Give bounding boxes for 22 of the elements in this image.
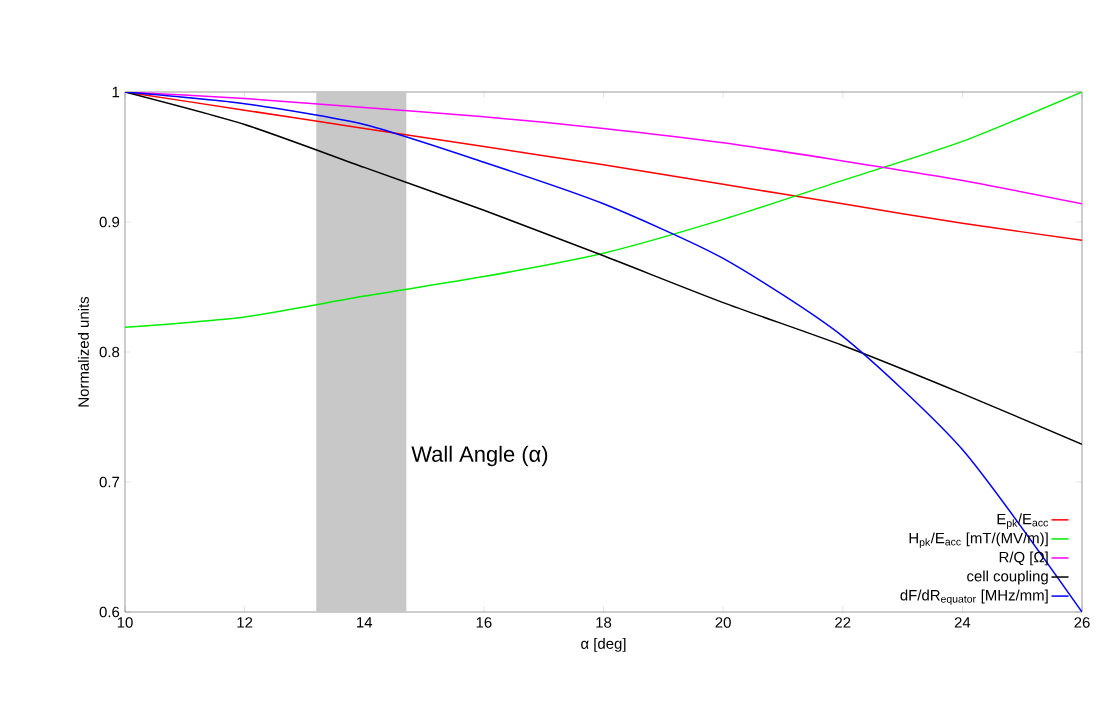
x-tick-label: 14 (357, 617, 373, 628)
y-tick-label: 0.6 (99, 606, 120, 618)
x-tick-label: 10 (117, 617, 133, 628)
line-series (125, 92, 1083, 612)
y-tick-label: 0.9 (99, 216, 120, 228)
x-tick-label: 24 (954, 617, 971, 628)
y-axis-title: Normalized units (77, 296, 89, 407)
x-axis-title: α [deg] (581, 637, 626, 652)
y-tick-label: 1 (112, 86, 120, 98)
line-series (125, 92, 1083, 329)
x-tick-label: 12 (237, 617, 253, 628)
x-tick-label: 18 (596, 617, 612, 628)
y-tick-label: 0.7 (99, 476, 120, 488)
legend-label: E$_{pk}$/E$_{acc}$ (997, 513, 1048, 529)
band-label: Wall Angle (α) (411, 445, 548, 467)
x-tick-label: 16 (476, 617, 492, 628)
x-tick-label: 26 (1074, 617, 1090, 628)
x-tick-label: 22 (835, 617, 851, 628)
y-tick-label: 0.8 (99, 346, 120, 358)
legend-label: dF/dR$_{equator}$ [MHz/mm] (900, 589, 1048, 605)
x-tick-label: 20 (715, 617, 731, 628)
legend-label: cell coupling (967, 570, 1048, 585)
